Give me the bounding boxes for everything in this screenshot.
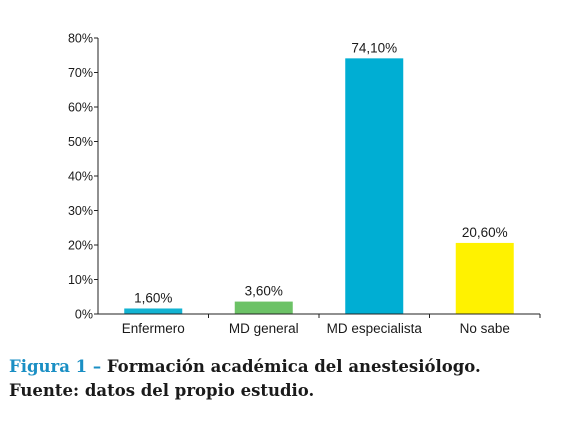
y-tick-label: 0% xyxy=(75,308,93,322)
x-category-label: No sabe xyxy=(460,321,510,336)
y-tick-label: 70% xyxy=(68,66,93,80)
bar-value-label: 74,10% xyxy=(351,40,397,55)
y-tick-label: 50% xyxy=(68,135,93,149)
y-tick-label: 10% xyxy=(68,273,93,287)
bar-chart: 0% 10% 20% 30% 40% 50% 60% 70% 80% 1,60% 3,60% 74,… xyxy=(68,32,541,336)
y-tick-label: 30% xyxy=(68,204,93,218)
bars: 1,60% 3,60% 74,10% 20,60% xyxy=(124,40,514,315)
x-axis: Enfermero MD general MD especialista No sab… xyxy=(98,313,541,336)
bar xyxy=(455,242,514,314)
y-tick-label: 60% xyxy=(68,101,93,115)
figure-label: Figura 1 – xyxy=(9,357,102,376)
bar-value-label: 20,60% xyxy=(462,225,508,240)
bar-value-label: 1,60% xyxy=(134,290,172,305)
bar-value-label: 3,60% xyxy=(245,284,283,299)
y-tick-label: 40% xyxy=(68,170,93,184)
bar xyxy=(345,58,404,315)
figure-title: Formación académica del anestesiólogo. xyxy=(106,357,481,376)
figure-caption: Figura 1 – Formación académica del anest… xyxy=(9,355,569,403)
bar xyxy=(124,308,183,314)
y-axis: 0% 10% 20% 30% 40% 50% 60% 70% 80% xyxy=(68,32,99,322)
figure-source: Fuente: datos del propio estudio. xyxy=(9,381,315,400)
y-tick-label: 80% xyxy=(68,32,93,46)
x-category-label: Enfermero xyxy=(122,321,185,336)
x-category-label: MD general xyxy=(229,321,299,336)
caption-line-1: Figura 1 – Formación académica del anest… xyxy=(9,355,569,379)
x-category-label: MD especialista xyxy=(327,321,423,336)
bar xyxy=(234,301,293,314)
y-tick-label: 20% xyxy=(68,239,93,253)
